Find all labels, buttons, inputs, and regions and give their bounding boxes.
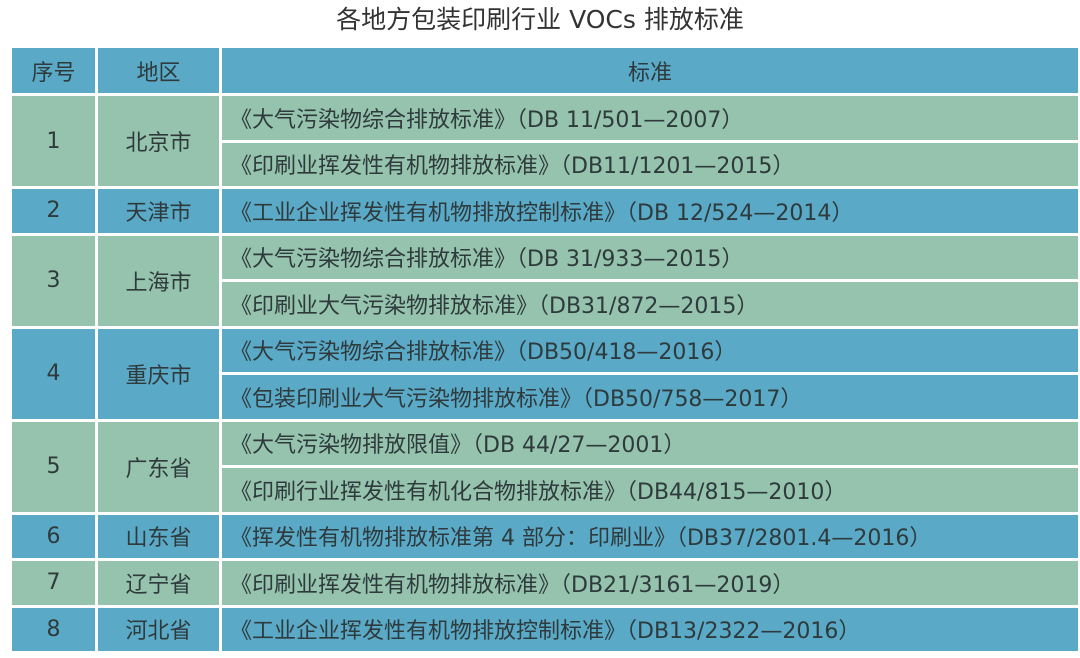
row-region: 山东省 [98, 514, 219, 558]
row-number: 2 [12, 189, 95, 233]
header-number: 序号 [12, 48, 95, 93]
row-standard: 《印刷业挥发性有机物排放标准》（DB21/3161—2019） [222, 561, 1078, 605]
header-standard: 标准 [222, 48, 1078, 93]
row-number: 4 [12, 328, 95, 419]
row-standard: 《挥发性有机物排放标准第 4 部分：印刷业》（DB37/2801.4—2016） [222, 514, 1078, 558]
row-number: 3 [12, 235, 95, 326]
row-number: 5 [12, 421, 95, 512]
row-standard: 《大气污染物综合排放标准》（DB 11/501—2007） [222, 96, 1078, 140]
row-region: 河北省 [98, 607, 219, 651]
row-region: 上海市 [98, 235, 219, 326]
row-region: 北京市 [98, 96, 219, 186]
standards-table: 序号 地区 标准 1 北京市 《大气污染物综合排放标准》（DB 11/501—200… [12, 48, 1078, 651]
row-standard: 《印刷业大气污染物排放标准》（DB31/872—2015） [222, 282, 1078, 326]
row-standard: 《工业企业挥发性有机物排放控制标准》（DB 12/524—2014） [222, 189, 1078, 233]
row-number: 6 [12, 514, 95, 558]
row-region: 辽宁省 [98, 561, 219, 605]
row-region: 天津市 [98, 189, 219, 233]
row-standard: 《大气污染物综合排放标准》（DB50/418—2016） [222, 328, 1078, 372]
header-region: 地区 [98, 48, 219, 93]
row-standard: 《印刷业挥发性有机物排放标准》（DB11/1201—2015） [222, 142, 1078, 186]
table-title: 各地方包装印刷行业 VOCs 排放标准 [336, 5, 744, 34]
row-standard: 《大气污染物排放限值》（DB 44/27—2001） [222, 421, 1078, 465]
row-number: 8 [12, 607, 95, 651]
row-number: 1 [12, 96, 95, 186]
row-standard: 《包装印刷业大气污染物排放标准》（DB50/758—2017） [222, 375, 1078, 419]
row-number: 7 [12, 561, 95, 605]
row-standard: 《印刷行业挥发性有机化合物排放标准》（DB44/815—2010） [222, 468, 1078, 512]
row-standard: 《工业企业挥发性有机物排放控制标准》（DB13/2322—2016） [222, 607, 1078, 651]
row-standard: 《大气污染物综合排放标准》（DB 31/933—2015） [222, 235, 1078, 279]
row-region: 广东省 [98, 421, 219, 512]
row-region: 重庆市 [98, 328, 219, 419]
